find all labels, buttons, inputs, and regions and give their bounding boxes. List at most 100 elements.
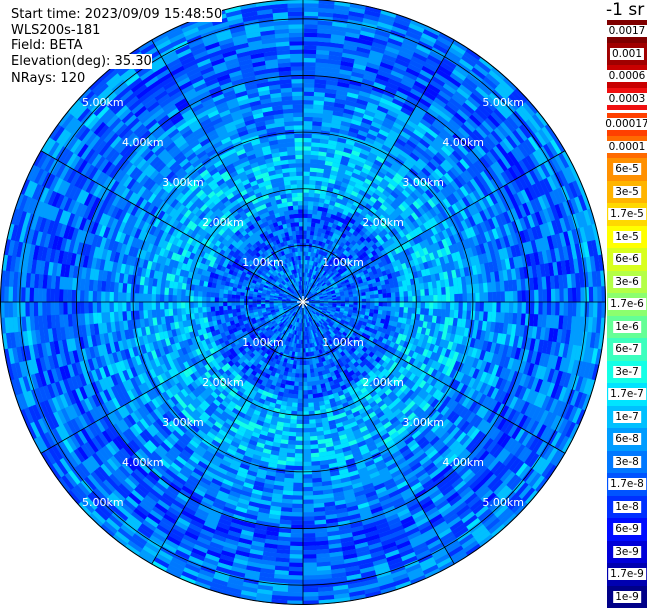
range-gate-cell [293,470,303,474]
range-gate-cell [303,239,307,243]
range-gate-cell [303,146,312,150]
range-gate-cell [522,290,527,303]
range-gate-cell [305,340,308,344]
range-gate-cell [513,291,517,303]
range-gate-cell [500,281,505,293]
range-gate-cell [287,440,295,445]
range-gate-cell [303,125,313,129]
range-gate-cell [302,563,317,568]
range-gate-cell [390,288,395,294]
range-gate-cell [311,465,321,470]
range-gate-cell [311,474,321,479]
range-gate-cell [555,289,560,303]
range-gate-cell [313,109,324,114]
range-gate-cell [487,312,492,323]
range-gate-cell [313,113,324,118]
range-gate-cell [296,428,303,432]
range-gate-cell [395,297,399,302]
range-gate-cell [286,457,295,462]
range-gate-cell [491,282,496,293]
range-gate-cell [303,20,319,25]
range-gate-cell [297,403,303,407]
range-gate-cell [366,302,370,306]
range-gate-cell [303,222,308,226]
range-gate-cell [303,420,310,424]
range-gate-cell [555,302,560,316]
range-gate-cell [308,415,315,420]
range-gate-cell [303,54,317,59]
range-gate-cell [296,415,303,419]
range-gate-cell [407,285,412,292]
range-gate-cell [479,283,484,293]
range-gate-cell [450,302,454,311]
range-gate-cell [403,286,408,292]
range-gate-cell [289,428,297,433]
range-gate-cell [305,344,308,348]
range-gate-cell [310,453,319,458]
range-gate-cell [370,291,375,295]
range-gate-cell [463,302,467,311]
range-gate-cell [387,302,391,307]
range-gate-cell [303,155,311,159]
range-gate-cell [307,386,312,391]
range-gate-cell [454,310,459,319]
range-gate-cell [454,286,459,295]
range-gate-cell [483,311,488,322]
range-gate-cell [294,453,303,457]
range-gate-cell [370,302,374,306]
range-gate-cell [313,398,319,403]
range-gate-cell [303,176,310,180]
range-gate-cell [303,24,319,29]
range-gate-cell [303,163,311,167]
range-gate-cell [302,575,318,580]
range-gate-cell [302,432,310,436]
range-gate-cell [302,495,313,499]
range-gate-cell [353,302,357,305]
range-gate-cell [302,483,312,487]
range-gate-cell [302,466,311,470]
range-gate-cell [302,550,316,555]
range-gate-cell [454,294,458,303]
range-gate-cell [309,184,316,189]
range-gate-cell [310,163,318,168]
range-gate-cell [585,287,590,303]
range-gate-cell [509,302,514,314]
range-gate-cell [391,307,396,312]
range-gate-cell [471,293,475,303]
range-gate-cell [517,302,522,314]
range-gate-cell [303,113,314,118]
range-gate-cell [303,83,315,88]
range-gate-cell [307,222,312,227]
range-gate-cell [288,432,296,437]
range-gate-cell [500,302,505,313]
range-gate-cell [302,558,317,563]
range-gate-cell [302,491,313,495]
range-gate-cell [580,302,585,318]
range-gate-cell [496,281,501,292]
range-gate-cell [306,361,310,365]
range-gate-cell [285,465,295,470]
range-gate-cell [399,307,404,313]
range-gate-cell [302,588,318,593]
range-gate-cell [292,487,303,492]
range-gate-cell [365,291,370,295]
range-gate-cell [564,302,569,317]
range-gate-cell [416,290,421,297]
range-gate-cell [302,470,312,474]
range-gate-cell [505,302,510,314]
range-gate-cell [383,302,387,307]
range-gate-cell [467,302,471,311]
range-gate-cell [484,292,488,302]
range-gate-cell [302,521,315,526]
range-gate-cell [288,563,303,568]
range-gate-cell [296,420,303,424]
range-gate-cell [303,394,308,398]
range-gate-cell [288,558,303,563]
range-gate-cell [303,247,306,251]
range-gate-cell [314,406,321,411]
range-gate-cell [303,92,315,97]
range-gate-cell [446,294,450,302]
range-gate-cell [543,289,548,303]
range-gate-cell [309,432,317,437]
range-gate-cell [441,309,446,317]
